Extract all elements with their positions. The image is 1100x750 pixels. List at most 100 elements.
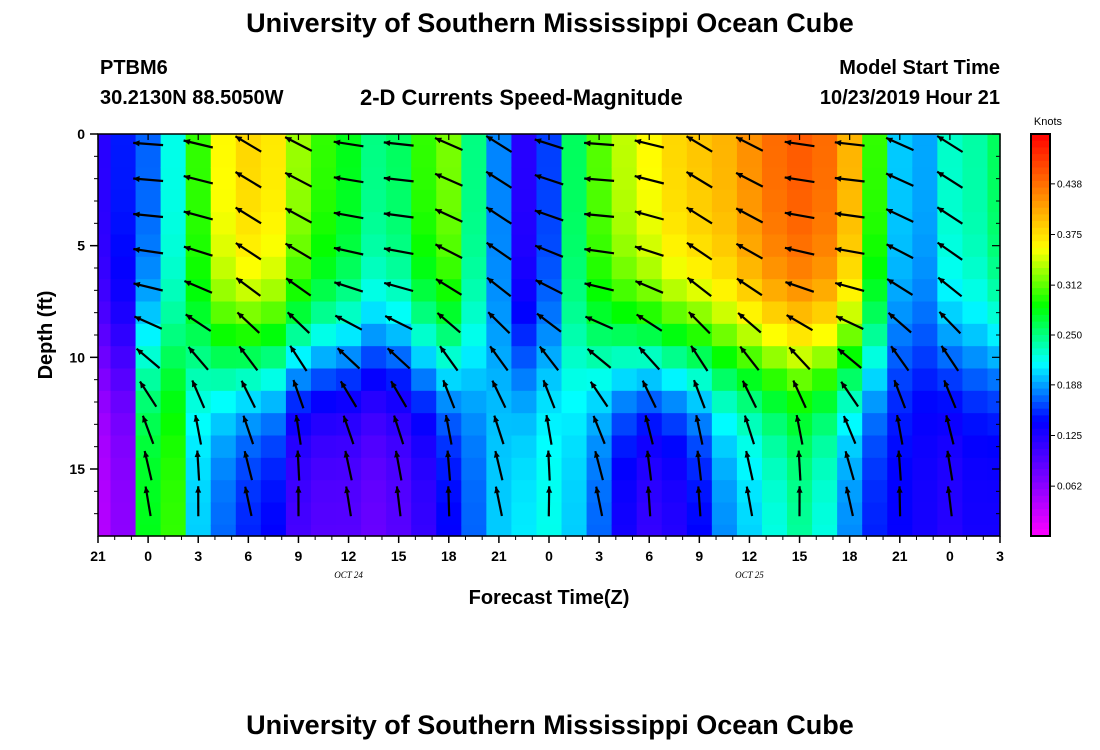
current-vector: [485, 206, 513, 225]
colorbar-segment: [1031, 180, 1050, 189]
heatmap-cell: [260, 346, 287, 370]
heatmap-cell: [912, 457, 938, 481]
heatmap-cell: [887, 256, 913, 280]
heatmap-cell: [511, 323, 538, 347]
colorbar-segment: [1031, 375, 1050, 383]
heatmap-cell: [912, 145, 938, 169]
colorbar-segment: [1031, 160, 1050, 169]
current-vector: [584, 211, 615, 218]
current-vector: [936, 206, 964, 225]
current-vector: [545, 450, 552, 481]
heatmap-cell: [361, 145, 387, 169]
heatmap-cell: [812, 435, 838, 459]
heatmap-cell: [937, 435, 964, 459]
vector-head: [486, 207, 494, 214]
heatmap-cell: [611, 502, 638, 526]
current-vector: [634, 210, 664, 221]
heatmap-cell: [461, 480, 487, 504]
heatmap-cell: [310, 435, 337, 459]
heatmap-cell: [185, 435, 212, 459]
vector-head: [133, 211, 140, 218]
heatmap-cell: [98, 413, 112, 437]
heatmap-cell: [761, 212, 788, 236]
colorbar-segment: [1031, 428, 1050, 437]
heatmap-cell: [862, 480, 888, 504]
current-vector: [434, 243, 463, 259]
vector-head: [634, 174, 642, 181]
heatmap-cell: [987, 368, 1001, 392]
heatmap-cell: [661, 145, 688, 169]
vector-head: [895, 415, 902, 422]
heatmap-cell: [962, 256, 989, 280]
current-vector: [936, 135, 964, 153]
current-vector: [491, 380, 507, 409]
vector-head: [736, 243, 744, 250]
heatmap-cell: [461, 134, 487, 146]
vector-head: [834, 246, 842, 253]
y-axis-label: Depth (ft): [35, 291, 57, 380]
heatmap-cell: [210, 435, 237, 459]
x-tick-label: 12: [742, 548, 758, 564]
page-title: University of Southern Mississippi Ocean…: [246, 8, 854, 38]
heatmap-cell: [110, 145, 137, 169]
heatmap-cell: [110, 390, 137, 414]
vector-head: [333, 210, 341, 217]
heatmap-cell: [586, 212, 613, 236]
vector-head: [142, 415, 148, 423]
heatmap-cell: [636, 256, 663, 280]
heatmap-cell: [160, 502, 187, 526]
heatmap-cell: [361, 368, 387, 392]
heatmap-cell: [386, 502, 412, 526]
current-vector: [234, 171, 262, 189]
heatmap-cell: [486, 502, 513, 526]
heatmap-cell: [336, 212, 362, 236]
heatmap-cell: [636, 189, 663, 213]
current-vector: [185, 313, 212, 332]
heatmap-cell: [110, 435, 137, 459]
heatmap-cell: [661, 189, 688, 213]
current-vector: [885, 136, 914, 152]
vector-head: [937, 171, 945, 178]
heatmap-cell: [686, 279, 713, 303]
vector-head: [235, 243, 243, 249]
current-vector: [285, 277, 312, 297]
vector-head: [834, 211, 842, 218]
heatmap-cell: [511, 212, 538, 236]
heatmap-cell: [761, 189, 788, 213]
heatmap-cell: [586, 368, 613, 392]
vector-head: [239, 346, 246, 354]
vector-head: [333, 175, 341, 182]
vector-head: [695, 486, 702, 493]
current-vector: [390, 380, 408, 408]
heatmap-cell: [336, 524, 362, 537]
vector-head: [534, 174, 542, 180]
vector-head: [686, 242, 694, 249]
heatmap-cell: [461, 145, 487, 169]
current-vector: [686, 206, 713, 225]
colorbar-segment: [1031, 388, 1050, 396]
heatmap-cell: [761, 435, 788, 459]
heatmap-cell: [235, 390, 262, 414]
vector-head: [185, 314, 193, 321]
colorbar-segment: [1031, 201, 1050, 209]
vector-head: [744, 451, 751, 458]
heatmap-cell: [210, 524, 237, 537]
heatmap-cell: [812, 212, 838, 236]
colorbar-segment: [1031, 455, 1050, 463]
current-vector: [383, 175, 414, 183]
vector-head: [344, 486, 351, 494]
heatmap-cell: [787, 256, 813, 280]
current-vector: [143, 450, 153, 481]
heatmap-cell: [611, 368, 638, 392]
heatmap-cell: [536, 413, 563, 437]
vector-head: [435, 209, 443, 215]
vector-head: [393, 415, 399, 423]
heatmap-cell: [461, 346, 487, 370]
current-vector: [837, 347, 862, 369]
colorbar-segment: [1031, 402, 1050, 410]
colorbar-segment: [1031, 509, 1050, 517]
date-label: OCT 25: [735, 570, 764, 580]
heatmap-cell: [736, 413, 763, 437]
heatmap-cell: [912, 390, 938, 414]
heatmap-cell: [98, 457, 112, 481]
